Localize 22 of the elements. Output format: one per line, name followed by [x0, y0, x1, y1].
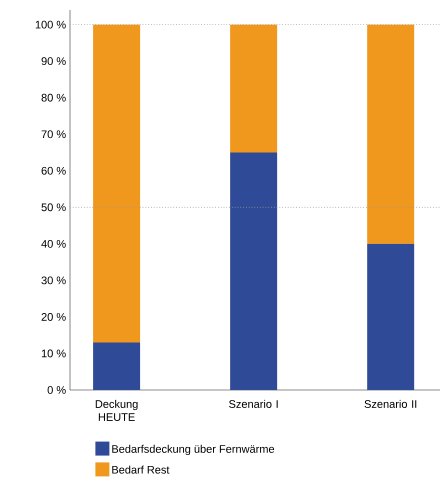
y-tick-label: 10 % [42, 350, 66, 358]
bar [230, 152, 278, 390]
x-tick-label: Szenario II [364, 400, 416, 408]
y-tick-label: 0 % [48, 386, 66, 394]
y-tick-label: 90 % [42, 57, 66, 66]
y-tick-label: 50 % [42, 203, 66, 212]
legend-label: Bedarf Rest [112, 466, 170, 474]
bar [367, 24, 414, 244]
bar [93, 342, 140, 390]
y-tick-label: 40 % [41, 240, 66, 248]
y-tick-label: 100 % [36, 20, 66, 29]
legend-label: Bedarfsdeckung über Fernwärme [112, 444, 274, 456]
y-tick-label: 20 % [42, 313, 66, 321]
y-tick-label: 80 % [42, 94, 66, 102]
bar [367, 244, 414, 390]
y-tick-label: 70 % [42, 130, 66, 138]
x-tick-label: Deckung HEUTE [96, 400, 138, 421]
x-tick-label: Szenario I [229, 400, 278, 408]
y-tick-label: 60 % [42, 166, 66, 175]
bar [230, 24, 278, 152]
y-tick-label: 30 % [41, 276, 66, 284]
bar [93, 24, 140, 342]
